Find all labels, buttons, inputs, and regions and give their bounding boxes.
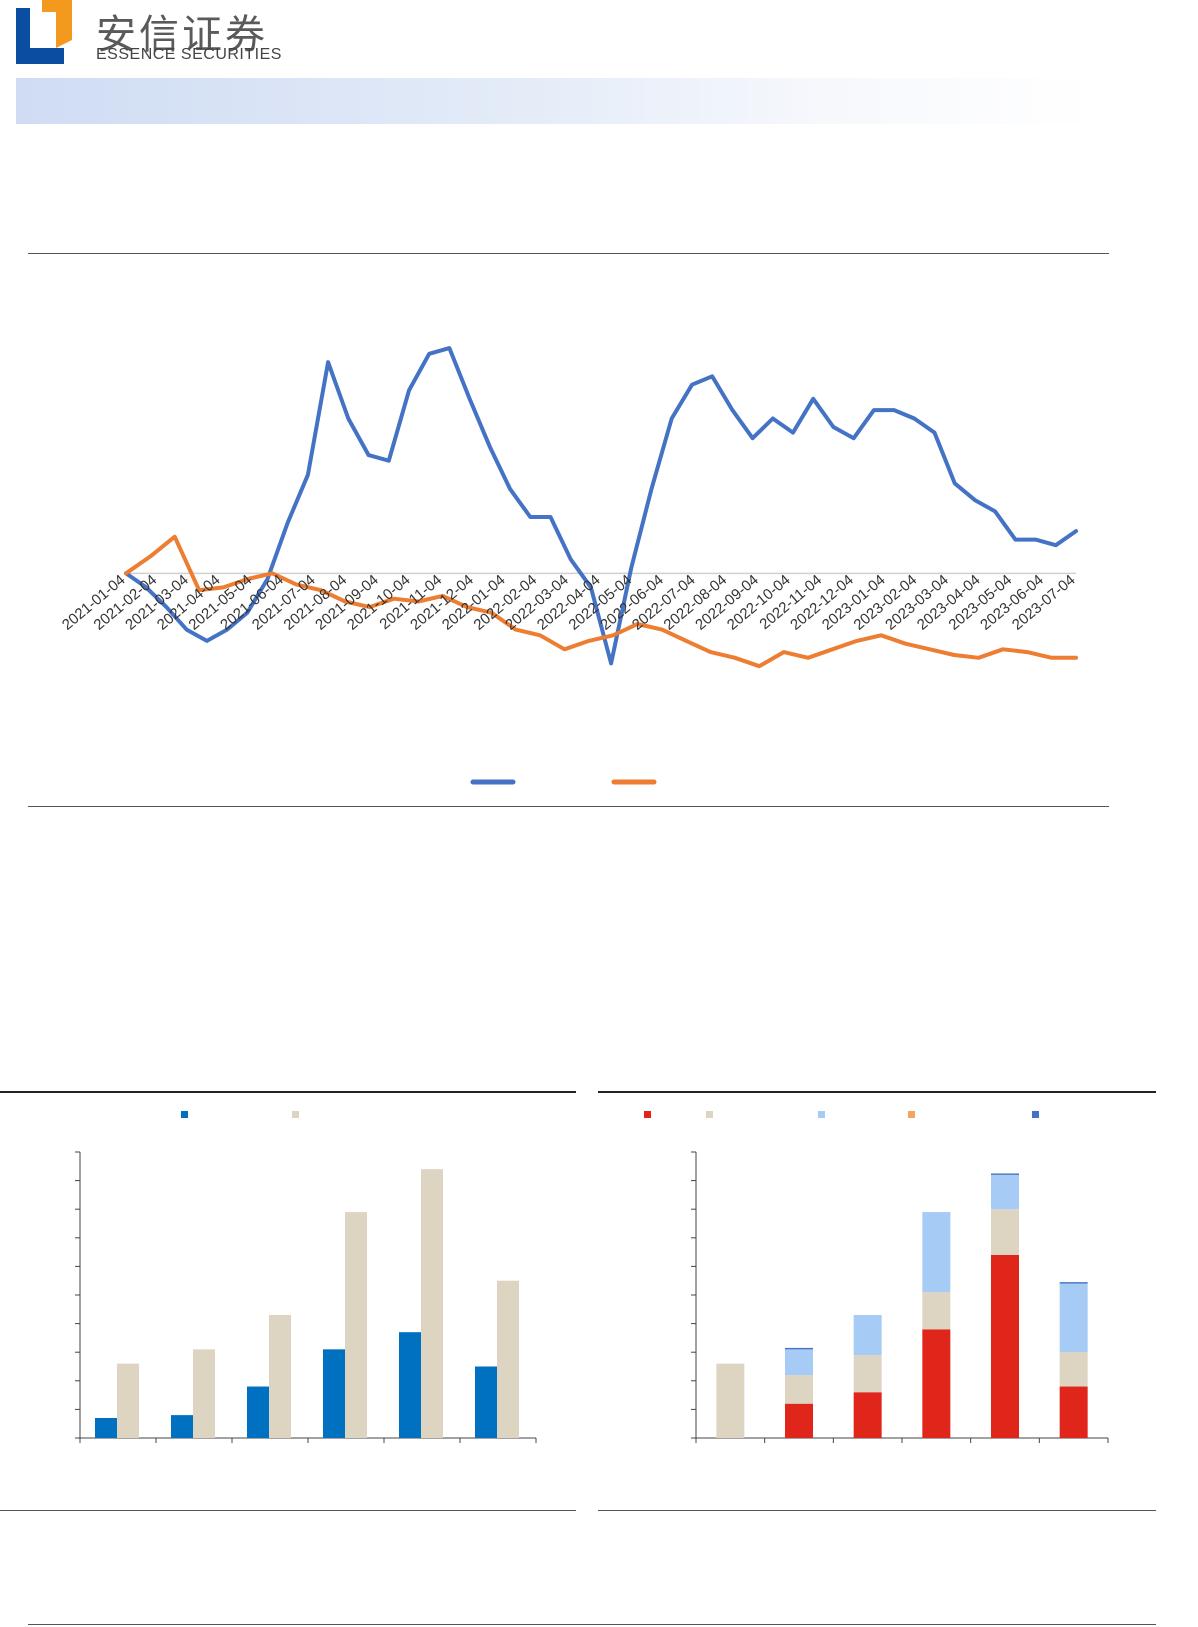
legend-swatch-series-4: [908, 1111, 915, 1118]
bar-series-2: [269, 1315, 291, 1438]
stack-segment-series-1: [785, 1403, 813, 1438]
legend-swatch-series-1: [181, 1111, 188, 1118]
legend-swatch-series-2: [706, 1111, 713, 1118]
rule-chart1-top: [28, 253, 1109, 254]
bar-series-1: [247, 1386, 269, 1438]
stacked-bar-chart: [644, 1111, 1109, 1443]
bar-series-2: [421, 1169, 443, 1438]
rule-page-bottom: [28, 1624, 1156, 1625]
stack-segment-series-2: [785, 1375, 813, 1404]
bar-series-2: [345, 1212, 367, 1438]
stack-segment-series-5: [1059, 1282, 1088, 1284]
stack-segment-series-2: [922, 1292, 951, 1330]
bar-series-1: [95, 1417, 117, 1438]
stack-segment-series-3: [922, 1212, 951, 1293]
stack-segment-series-2: [716, 1363, 745, 1438]
stack-segment-series-3: [785, 1349, 813, 1376]
company-logo: [16, 0, 72, 64]
stack-segment-series-5: [991, 1173, 1019, 1175]
legend-swatch-series-5: [1032, 1111, 1039, 1118]
bar-series-1: [475, 1366, 497, 1438]
stack-segment-series-5: [785, 1347, 813, 1350]
stack-segment-series-2: [1059, 1352, 1088, 1387]
stack-segment-series-2: [853, 1355, 882, 1393]
bar-series-1: [399, 1332, 421, 1438]
bar-series-2: [117, 1363, 139, 1438]
brand-name-en: ESSENCE SECURITIES: [96, 46, 282, 63]
stack-segment-series-3: [991, 1174, 1019, 1210]
stack-segment-series-1: [853, 1392, 882, 1438]
header-banner: [16, 78, 1096, 124]
stack-segment-series-3: [1059, 1283, 1088, 1353]
legend-swatch-series-1: [644, 1111, 651, 1118]
stack-segment-series-3: [853, 1315, 882, 1356]
stack-segment-series-1: [1059, 1386, 1088, 1438]
bar-series-2: [497, 1280, 519, 1438]
stack-segment-series-1: [991, 1254, 1019, 1438]
stack-segment-series-1: [922, 1329, 951, 1438]
rule-chart3-bottom: [598, 1510, 1156, 1511]
line-series-1: [124, 346, 1078, 666]
rule-chart2-bottom: [0, 1510, 576, 1511]
bar-series-2: [193, 1349, 215, 1438]
bar-series-1: [323, 1349, 345, 1438]
line-chart: 2021-01-042021-02-042021-03-042021-04-04…: [59, 346, 1079, 785]
rule-chart1-bottom: [28, 806, 1109, 807]
rule-chart2-top: [0, 1091, 576, 1093]
brand-name-cn: 安信证券: [96, 12, 268, 58]
legend-swatch-series-2: [292, 1111, 299, 1118]
line-series-2: [124, 534, 1078, 669]
grouped-bar-chart: [75, 1111, 537, 1443]
rule-chart3-top: [598, 1091, 1156, 1093]
stack-segment-series-2: [991, 1209, 1019, 1255]
legend-swatch-series-3: [818, 1111, 825, 1118]
bar-series-1: [171, 1415, 193, 1438]
